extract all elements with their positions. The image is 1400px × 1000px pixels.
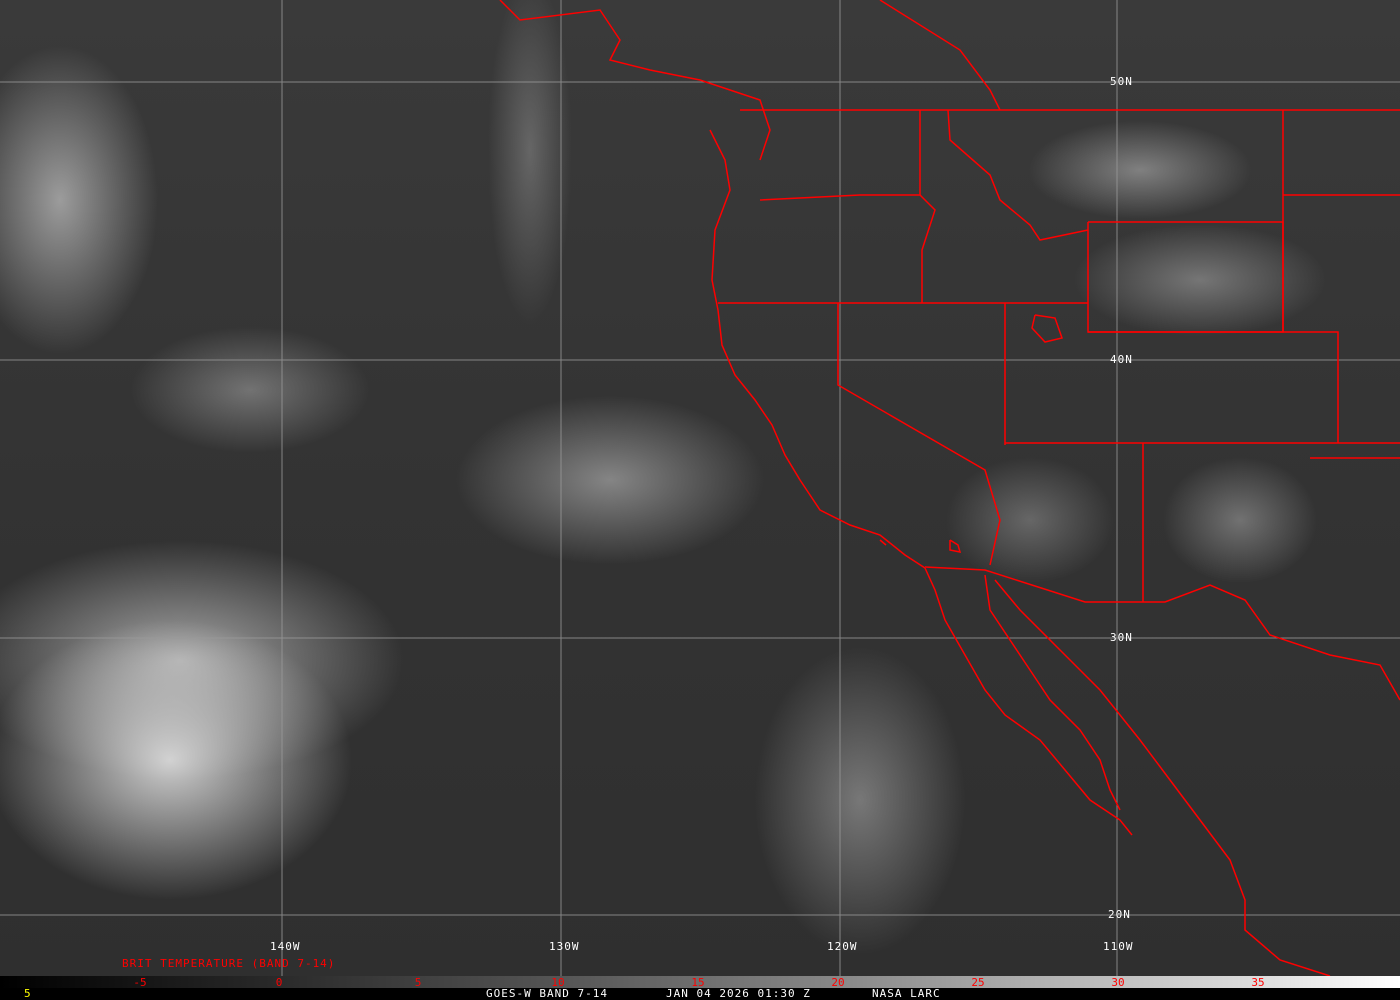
data-source: NASA LARC — [872, 987, 941, 1000]
colorbar-tick: -5 — [133, 976, 147, 989]
lat-label-20n: 20N — [1108, 908, 1131, 921]
coastline-canada — [499, 0, 771, 161]
channel-islands — [879, 539, 887, 546]
border-us-mexico — [924, 566, 1400, 701]
lon-label-140w: 140W — [270, 940, 301, 953]
coastline-baja-west — [924, 567, 1133, 836]
great-salt-lake — [1031, 314, 1063, 343]
colorbar-tick: 5 — [414, 976, 422, 989]
political-boundaries — [499, 0, 1400, 976]
lat-lon-grid — [0, 0, 1400, 976]
border-co — [1088, 331, 1339, 443]
satellite-imagery — [0, 0, 1400, 976]
border-id-mt — [947, 109, 1089, 241]
lat-label-30n: 30N — [1110, 631, 1133, 644]
colorbar-tick: 10 — [551, 976, 565, 989]
border-wa-or — [759, 110, 921, 201]
lon-label-120w: 120W — [827, 940, 858, 953]
colorbar-tick: 30 — [1111, 976, 1125, 989]
coastline-baja-east — [984, 574, 1121, 811]
colorbar-tick: 35 — [1251, 976, 1265, 989]
map-overlay — [0, 0, 1400, 976]
lat-label-50n: 50N — [1110, 75, 1133, 88]
colorbar — [0, 976, 1400, 988]
coastline-mexico-mainland — [994, 579, 1331, 976]
border-ca-nv — [837, 303, 1001, 566]
colorbar-title: BRIT TEMPERATURE (BAND 7-14) — [122, 957, 336, 970]
image-datetime: JAN 04 2026 01:30 Z — [666, 987, 811, 1000]
colorbar-tick: 15 — [691, 976, 705, 989]
border-canada-provinces — [879, 0, 1001, 111]
lat-label-40n: 40N — [1110, 353, 1133, 366]
border-or-id — [919, 194, 936, 303]
lon-label-130w: 130W — [549, 940, 580, 953]
frame-number: 5 — [24, 987, 32, 1000]
coastline-us-west — [709, 129, 926, 569]
colorbar-tick: 20 — [831, 976, 845, 989]
colorbar-tick: 25 — [971, 976, 985, 989]
salton-sea — [949, 539, 962, 553]
footer-bar — [0, 988, 1400, 1000]
satellite-band: GOES-W BAND 7-14 — [486, 987, 608, 1000]
colorbar-tick: 0 — [275, 976, 283, 989]
lon-label-110w: 110W — [1103, 940, 1134, 953]
